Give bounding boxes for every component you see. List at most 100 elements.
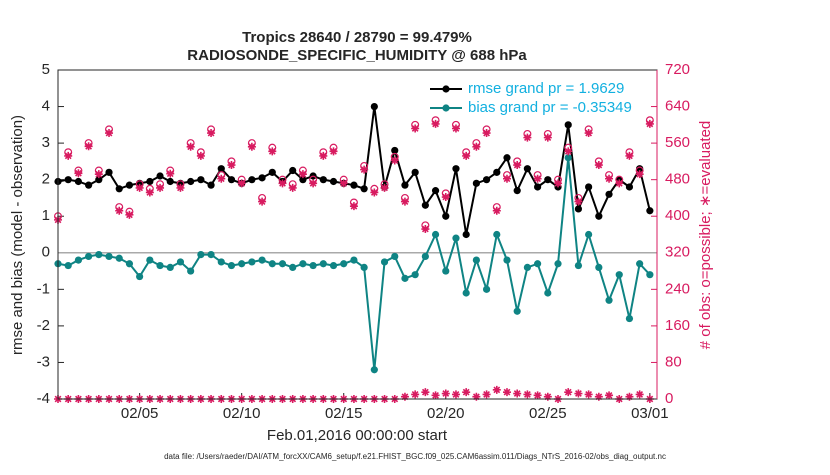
point — [125, 181, 134, 189]
point — [411, 124, 420, 133]
point — [421, 252, 429, 261]
point — [85, 252, 93, 261]
point — [513, 389, 522, 398]
point — [350, 256, 358, 264]
point — [431, 230, 440, 239]
point — [482, 390, 491, 399]
point — [451, 124, 460, 133]
point — [543, 133, 552, 142]
point — [146, 177, 154, 186]
point — [95, 176, 103, 184]
point — [401, 274, 409, 282]
point — [64, 261, 72, 270]
point — [441, 389, 450, 398]
point — [278, 179, 287, 188]
point — [187, 267, 195, 275]
x-tick-label: 02/25 — [529, 405, 567, 422]
point — [594, 161, 603, 170]
point — [197, 176, 205, 184]
point — [451, 390, 460, 399]
point — [360, 165, 369, 174]
point — [95, 251, 103, 259]
point — [605, 190, 613, 198]
point — [156, 183, 165, 192]
point — [513, 307, 521, 315]
point — [472, 256, 480, 264]
point — [533, 391, 542, 400]
y2-tick-label: 400 — [665, 207, 690, 224]
point — [554, 260, 562, 268]
point — [493, 168, 501, 176]
y2-tick-label: 160 — [665, 317, 690, 334]
legend-label: rmse grand pr = 1.9629 — [468, 80, 624, 97]
y-tick-label: 2 — [42, 171, 50, 188]
point — [298, 170, 307, 179]
point — [380, 183, 389, 192]
point — [258, 174, 266, 182]
point — [278, 260, 287, 268]
point — [105, 129, 114, 138]
footnote: data file: /Users/raeder/DAI/ATM_forcXX/… — [164, 452, 666, 461]
legend-marker — [442, 85, 450, 93]
x-tick-label: 03/01 — [631, 405, 669, 422]
point — [636, 260, 644, 268]
y2-tick-label: 0 — [665, 390, 673, 407]
point — [584, 390, 593, 399]
point — [441, 193, 450, 202]
point — [421, 201, 429, 209]
point — [421, 225, 430, 234]
point — [564, 388, 573, 397]
point — [74, 177, 83, 186]
point — [329, 261, 338, 270]
point — [472, 142, 481, 151]
chart-subtitle: RADIOSONDE_SPECIFIC_HUMIDITY @ 688 hPa — [187, 47, 527, 64]
x-tick-label: 02/05 — [121, 405, 159, 422]
point — [564, 154, 572, 162]
point — [431, 119, 440, 128]
x-tick-label: 02/20 — [427, 405, 465, 422]
point — [615, 271, 623, 279]
point — [207, 251, 215, 259]
point — [574, 205, 583, 213]
point — [635, 170, 644, 179]
y2-tick-label: 560 — [665, 134, 690, 151]
point — [462, 151, 471, 160]
point — [482, 285, 491, 293]
point — [544, 176, 552, 184]
point — [176, 258, 185, 266]
y-tick-label: -4 — [37, 390, 50, 407]
point — [105, 252, 113, 261]
point — [289, 263, 297, 271]
point — [533, 174, 542, 183]
point — [625, 314, 634, 323]
point — [268, 260, 276, 268]
y2-tick-label: 240 — [665, 280, 690, 297]
point — [227, 261, 236, 270]
point — [625, 183, 634, 191]
point — [636, 165, 644, 173]
point — [176, 183, 185, 192]
point — [370, 102, 378, 111]
point — [217, 165, 225, 173]
point — [585, 230, 593, 239]
point — [115, 206, 124, 215]
point — [156, 172, 164, 180]
point — [492, 206, 501, 215]
point — [534, 183, 542, 191]
point — [207, 181, 215, 189]
point — [564, 121, 572, 129]
point — [574, 389, 583, 398]
point — [125, 210, 134, 219]
point — [431, 391, 440, 400]
point — [595, 212, 603, 220]
point — [319, 260, 327, 268]
point — [74, 256, 83, 264]
point — [605, 296, 613, 304]
point — [207, 129, 216, 138]
point — [544, 289, 552, 297]
point — [268, 147, 277, 156]
point — [248, 176, 256, 184]
point — [360, 185, 368, 193]
y-tick-label: 0 — [42, 244, 50, 261]
point — [523, 390, 532, 399]
